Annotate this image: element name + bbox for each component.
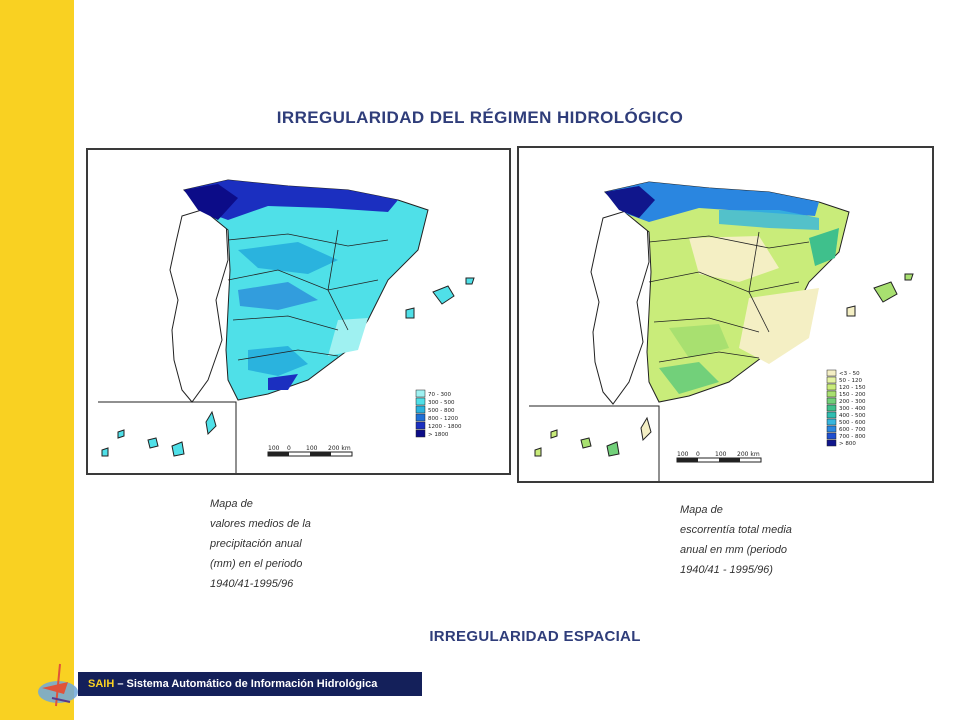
legend-swatch bbox=[826, 369, 837, 377]
legend-label: 120 - 150 bbox=[839, 385, 866, 391]
legend-swatch bbox=[826, 418, 837, 426]
legend-label: 300 - 500 bbox=[428, 400, 455, 406]
legend-swatch bbox=[826, 383, 837, 391]
legend-label: 500 - 600 bbox=[839, 420, 866, 426]
legend-swatch bbox=[415, 413, 426, 422]
caption-line: Mapa de bbox=[210, 498, 253, 510]
legend-swatch bbox=[826, 432, 837, 440]
legend-swatch bbox=[826, 439, 837, 447]
legend-swatch bbox=[826, 390, 837, 398]
caption-line: precipitación anual bbox=[210, 538, 302, 550]
scale-bar: 100 0 100 200 km bbox=[676, 451, 762, 463]
legend-label: 600 - 700 bbox=[839, 427, 866, 433]
legend-label: 150 - 200 bbox=[839, 392, 866, 398]
legend-label: 800 - 1200 bbox=[428, 416, 458, 422]
legend-swatch bbox=[826, 404, 837, 412]
legend-swatch bbox=[415, 421, 426, 430]
legend-label: 200 - 300 bbox=[839, 399, 866, 405]
caption-line: valores medios de la bbox=[210, 518, 311, 530]
scale-label: 200 km bbox=[328, 445, 351, 452]
caption-line: Mapa de bbox=[680, 504, 723, 516]
caption-line: escorrentía total media bbox=[680, 524, 792, 536]
precipitation-caption: Mapa de valores medios de la precipitaci… bbox=[210, 494, 311, 594]
caption-line: anual en mm (periodo bbox=[680, 544, 788, 556]
legend-swatch bbox=[826, 425, 837, 433]
scale-label: 0 bbox=[287, 445, 291, 452]
legend-swatch bbox=[826, 397, 837, 405]
scale-label: 100 bbox=[268, 445, 280, 452]
scale-label: 0 bbox=[696, 451, 700, 458]
runoff-map: <3 - 50 50 - 120 120 - 150 150 - 200 200 - 3… bbox=[517, 146, 934, 483]
footer-text: – Sistema Automático de Información Hidr… bbox=[114, 678, 378, 690]
saih-logo bbox=[38, 663, 78, 707]
scale-label: 100 bbox=[306, 445, 318, 452]
legend-swatch bbox=[415, 405, 426, 414]
legend-label: 500 - 800 bbox=[428, 408, 455, 414]
slide-subtitle: IRREGULARIDAD ESPACIAL bbox=[429, 628, 641, 645]
caption-line: 1940/41 - 1995/96) bbox=[680, 564, 773, 576]
legend-swatch bbox=[415, 389, 426, 398]
slide-title: IRREGULARIDAD DEL RÉGIMEN HIDROLÓGICO bbox=[276, 108, 684, 127]
legend-label: 70 - 300 bbox=[428, 392, 451, 398]
yellow-sidebar bbox=[0, 0, 74, 720]
legend-swatch bbox=[826, 411, 837, 419]
caption-line: 1940/41-1995/96 bbox=[210, 578, 294, 590]
footer-brand: SAIH bbox=[88, 678, 115, 690]
legend-swatch bbox=[415, 397, 426, 406]
legend-label: 50 - 120 bbox=[839, 378, 862, 384]
caption-line: (mm) en el periodo bbox=[210, 558, 303, 570]
precipitation-map-graphic: 70 - 300 300 - 500 500 - 800 800 - 1200 1200… bbox=[98, 179, 475, 473]
legend-label: > 1800 bbox=[428, 432, 449, 438]
scale-label: 200 km bbox=[737, 451, 760, 458]
footer-bar: SAIH – Sistema Automático de Información… bbox=[78, 672, 422, 696]
legend-label: > 800 bbox=[839, 441, 856, 447]
legend-label: 700 - 800 bbox=[839, 434, 866, 440]
map-legend: 70 - 300 300 - 500 500 - 800 800 - 1200 1200… bbox=[415, 389, 462, 438]
precipitation-map: 70 - 300 300 - 500 500 - 800 800 - 1200 1200… bbox=[86, 148, 511, 475]
scale-label: 100 bbox=[715, 451, 727, 458]
legend-label: 1200 - 1800 bbox=[428, 424, 462, 430]
scale-bar: 100 0 100 200 km bbox=[267, 445, 353, 457]
runoff-caption: Mapa de escorrentía total media anual en… bbox=[680, 500, 792, 580]
legend-label: <3 - 50 bbox=[839, 371, 860, 377]
scale-label: 100 bbox=[677, 451, 689, 458]
legend-label: 300 - 400 bbox=[839, 406, 866, 412]
legend-swatch bbox=[415, 429, 426, 438]
legend-swatch bbox=[826, 376, 837, 384]
legend-label: 400 - 500 bbox=[839, 413, 866, 419]
